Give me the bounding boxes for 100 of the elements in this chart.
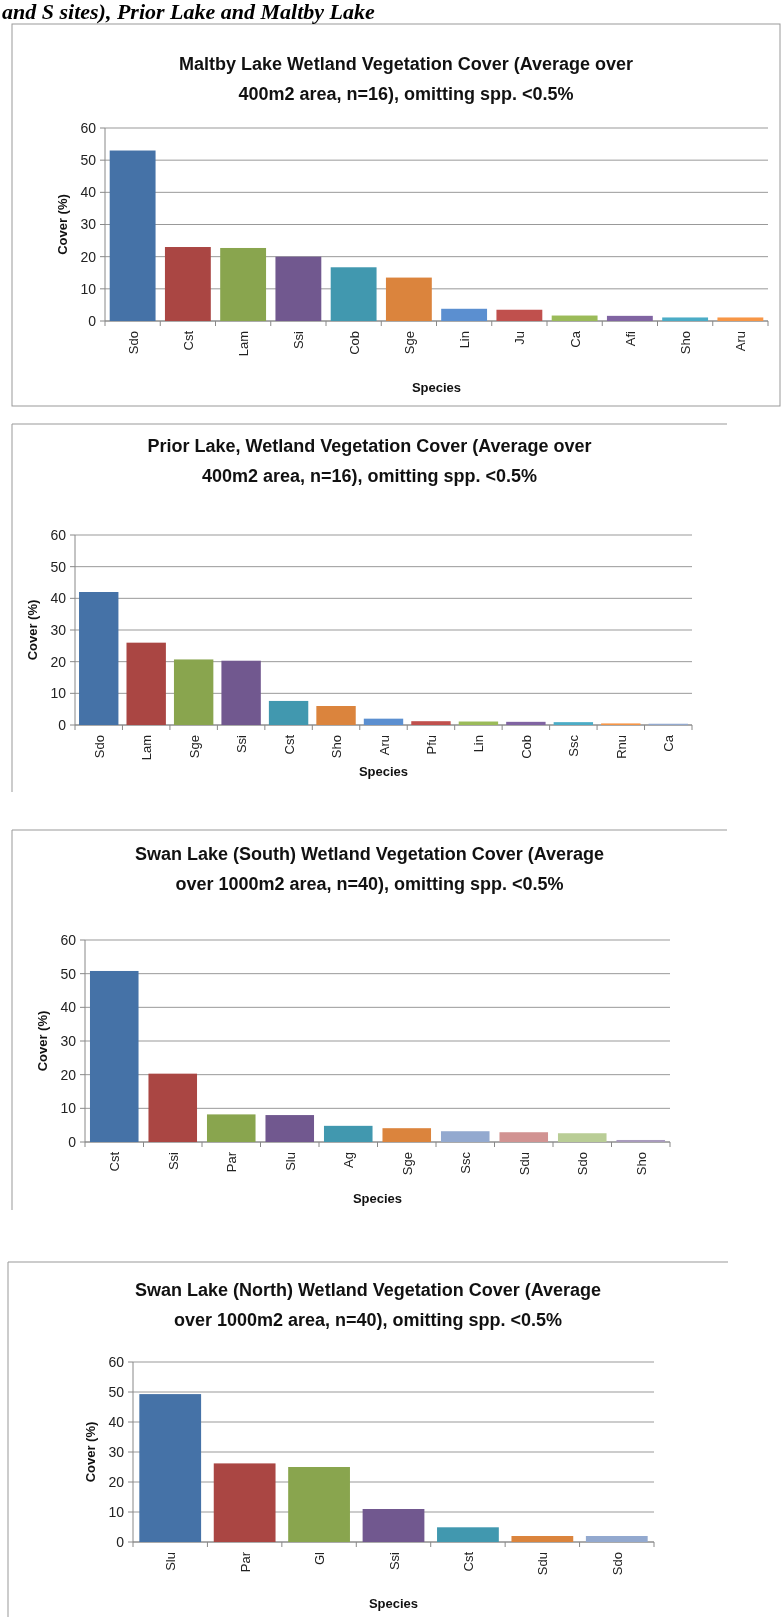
bar [440, 1131, 490, 1142]
x-tick-label: Sdo [91, 735, 107, 759]
x-tick-label: Sge [399, 1152, 415, 1176]
x-tick-label: Sdo [575, 1152, 591, 1176]
x-tick-label: Sho [678, 331, 694, 355]
y-tick-label: 60 [50, 526, 67, 543]
x-tick-label: Sdu [535, 1552, 551, 1576]
x-tick-label: Afi [622, 330, 638, 347]
y-tick-label: 50 [60, 965, 77, 982]
y-tick-label: 0 [116, 1533, 125, 1550]
chart-title: Swan Lake (North) Wetland Vegetation Cover (Average over 1000m2 area, n=40), omitting spp. <0.5% [134, 1280, 602, 1330]
x-tick-label: Sho [633, 1152, 649, 1176]
x-tick-label: Lam [236, 331, 252, 357]
bar [506, 721, 546, 725]
x-tick-label: Sdo [125, 331, 141, 355]
x-tick-label: Ssc [566, 734, 582, 757]
y-tick-label: 60 [108, 1353, 125, 1370]
bar [139, 1394, 202, 1542]
y-tick-label: 20 [80, 248, 97, 265]
bar [275, 256, 322, 321]
x-tick-label: Cst [460, 1551, 476, 1572]
bar [662, 317, 709, 321]
x-tick-label: Ca [567, 330, 583, 348]
x-tick-label: Lam [139, 735, 155, 761]
bar [499, 1132, 549, 1142]
x-tick-label: Cst [281, 734, 297, 755]
x-tick-label: Gl [312, 1551, 328, 1565]
bar [173, 659, 214, 725]
x-tick-label: Lin [457, 331, 473, 349]
x-tick-label: Slu [282, 1152, 298, 1171]
x-tick-label: Cst [180, 330, 196, 351]
x-tick-label: Ssi [291, 330, 307, 350]
bar [288, 1467, 350, 1542]
y-tick-label: 50 [50, 558, 67, 575]
y-tick-label: 30 [80, 216, 97, 233]
bar [511, 1536, 574, 1542]
x-tick-label: Ssi [234, 734, 250, 754]
y-tick-label: 50 [108, 1383, 125, 1400]
bar [221, 660, 261, 725]
y-tick-label: 40 [60, 999, 77, 1016]
x-tick-label: Ca [661, 734, 677, 752]
bar [363, 718, 404, 725]
bar [551, 315, 598, 321]
y-tick-label: 60 [60, 931, 77, 948]
y-tick-label: 60 [80, 119, 97, 136]
bar [616, 1139, 666, 1142]
bar [148, 1073, 198, 1142]
x-tick-label: Ssi [386, 1551, 402, 1571]
bar [441, 308, 488, 321]
y-axis-title: Cover (%) [55, 194, 70, 255]
bar [323, 1125, 373, 1142]
x-tick-label: Ssc [458, 1151, 474, 1174]
x-axis-title: Species [352, 1191, 403, 1206]
x-axis-title: Species [368, 1596, 419, 1611]
x-tick-label: Par [224, 1151, 240, 1173]
bar [213, 1463, 276, 1542]
x-tick-label: Rnu [613, 735, 629, 759]
bar [606, 315, 653, 321]
bar [79, 592, 119, 725]
y-tick-label: 10 [108, 1503, 125, 1520]
bar [585, 1536, 648, 1542]
y-tick-label: 30 [50, 621, 67, 638]
bar [362, 1509, 425, 1542]
y-tick-label: 10 [60, 1100, 77, 1117]
y-tick-label: 50 [80, 152, 97, 169]
x-axis-title: Species [358, 764, 409, 779]
y-tick-label: 10 [80, 280, 97, 297]
y-tick-label: 20 [50, 653, 67, 670]
bar [411, 721, 451, 725]
y-tick-label: 0 [58, 716, 67, 733]
x-tick-label: Pfu [423, 735, 439, 755]
x-tick-label: Sho [329, 735, 345, 759]
bar [316, 706, 356, 725]
x-tick-label: Ag [341, 1152, 357, 1168]
y-tick-label: 40 [80, 184, 97, 201]
y-tick-label: 20 [60, 1066, 77, 1083]
chart-title: Swan Lake (South) Wetland Vegetation Cover (Average over 1000m2 area, n=40), omitting spp. <0.5% [134, 844, 605, 894]
x-tick-label: Ju [512, 331, 528, 345]
bar [126, 642, 166, 725]
bar [385, 277, 432, 321]
bar [89, 970, 139, 1142]
x-tick-label: Sdu [516, 1152, 532, 1176]
y-tick-label: 30 [108, 1443, 125, 1460]
x-tick-label: Slu [163, 1552, 179, 1571]
bar [268, 700, 309, 725]
y-tick-label: 0 [88, 312, 97, 329]
bar [265, 1115, 315, 1142]
bar [109, 150, 156, 321]
bar [553, 722, 594, 725]
bar [220, 247, 267, 321]
bar [496, 309, 543, 321]
y-tick-label: 10 [50, 685, 67, 702]
bar [164, 247, 211, 321]
y-tick-label: 20 [108, 1473, 125, 1490]
bar [382, 1128, 432, 1142]
y-tick-label: 40 [108, 1413, 125, 1430]
y-axis-title: Cover (%) [25, 599, 40, 661]
x-axis-title: Species [411, 380, 462, 395]
x-tick-label: Aru [733, 331, 749, 352]
y-axis-title: Cover (%) [35, 1010, 50, 1072]
